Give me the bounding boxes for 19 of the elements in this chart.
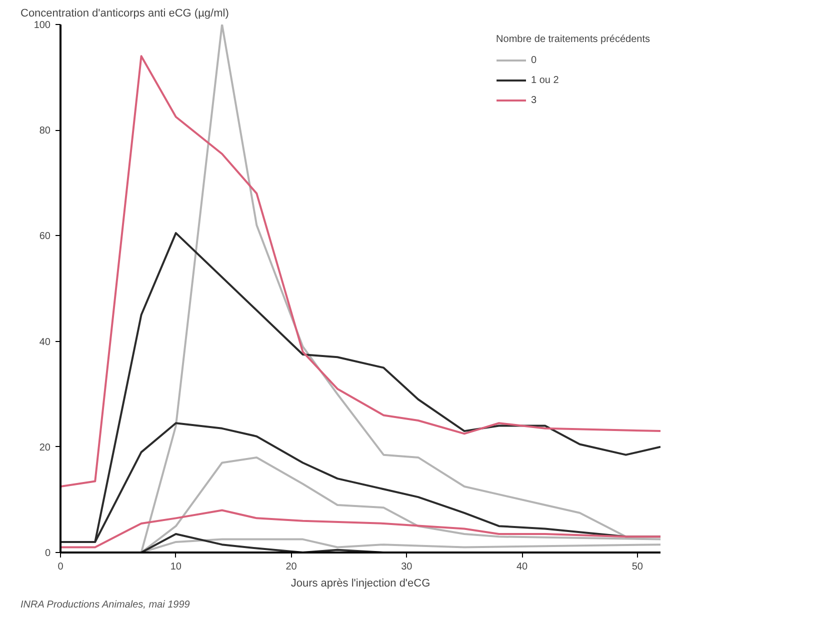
y-tick-label: 60: [39, 231, 51, 242]
x-tick-label: 50: [632, 562, 644, 572]
y-tick-label: 0: [44, 548, 51, 559]
x-tick-label: 0: [58, 562, 64, 572]
legend-label: 3: [531, 94, 538, 106]
y-tick-label: 40: [39, 336, 51, 348]
x-tick-label: 20: [286, 562, 298, 572]
text: INRA Productions Animales, mai 1999: [20, 600, 190, 610]
y-tick-label: 100: [34, 20, 51, 31]
legend-label: 0: [531, 54, 538, 66]
y-axis-title: Concentration d'anticorps anti eCG (µg/ml): [20, 8, 229, 20]
y-tick-label: 20: [39, 442, 51, 454]
legend-title: Nombre de traitements précédents: [496, 34, 650, 45]
x-tick-label: 40: [516, 562, 528, 572]
legend-label: 1 ou 2: [531, 74, 559, 86]
y-tick-label: 80: [39, 126, 51, 137]
x-tick-label: 30: [401, 562, 413, 572]
x-tick-label: 10: [170, 562, 182, 572]
x-axis-title: Jours après l'injection d'eCG: [290, 578, 430, 590]
